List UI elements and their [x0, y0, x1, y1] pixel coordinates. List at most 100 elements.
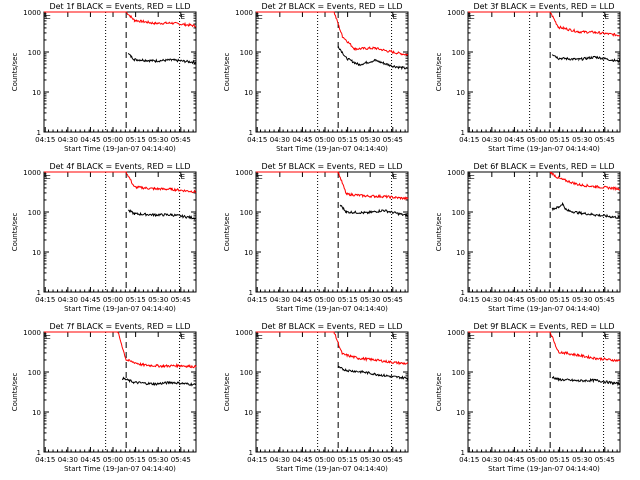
- x-tick-label: 04:15: [247, 456, 267, 464]
- x-tick-label: 05:00: [103, 456, 123, 464]
- plot-frame: [467, 331, 621, 453]
- events-series-line: [128, 209, 197, 221]
- y-tick-label: 10: [456, 409, 465, 417]
- y-tick-label: 1: [461, 129, 465, 137]
- x-tick-label: 04:45: [504, 136, 524, 144]
- x-axis-label: Start Time (19-Jan-07 04:14:40): [488, 305, 600, 313]
- start-flag-icon: ⊏: [257, 173, 263, 181]
- plot-frame: [43, 331, 197, 453]
- x-tick-label: 05:15: [126, 296, 146, 304]
- chart-title: Det 3f BLACK = Events, RED = LLD: [473, 2, 614, 11]
- start-flag-icon: ⊏: [469, 333, 475, 341]
- y-tick-label: 1000: [23, 169, 41, 177]
- y-axis-label: Counts/sec: [11, 53, 19, 92]
- x-tick-label: 04:15: [35, 136, 55, 144]
- lld-series-line: [468, 11, 621, 37]
- y-tick-label: 10: [244, 409, 253, 417]
- chart-title: Det 9f BLACK = Events, RED = LLD: [473, 322, 614, 331]
- events-series-line: [337, 46, 409, 71]
- y-tick-label: 1: [37, 289, 41, 297]
- y-tick-label: 1000: [447, 169, 465, 177]
- plot-frame: [255, 11, 409, 133]
- x-tick-label: 05:15: [550, 456, 570, 464]
- x-tick-label: 04:45: [292, 456, 312, 464]
- x-tick-label: 05:45: [383, 456, 403, 464]
- x-tick-label: 05:15: [126, 136, 146, 144]
- x-tick-label: 04:15: [459, 456, 479, 464]
- panel-det-7: Det 7f BLACK = Events, RED = LLD Counts/s…: [11, 322, 197, 473]
- y-tick-label: 1: [37, 449, 41, 457]
- y-tick-label: 1000: [447, 329, 465, 337]
- plot-frame: [255, 331, 409, 453]
- y-axis-label: Counts/sec: [11, 213, 19, 252]
- x-tick-label: 04:45: [504, 456, 524, 464]
- x-tick-label: 05:15: [126, 456, 146, 464]
- panel-det-4: Det 4f BLACK = Events, RED = LLD Counts/s…: [11, 162, 197, 313]
- x-tick-label: 05:45: [171, 136, 191, 144]
- y-tick-label: 10: [244, 249, 253, 257]
- end-flag-icon: E: [181, 13, 185, 21]
- x-tick-label: 05:00: [527, 136, 547, 144]
- lld-series-line: [256, 11, 409, 57]
- end-flag-icon: E: [181, 333, 185, 341]
- chart-title: Det 5f BLACK = Events, RED = LLD: [261, 162, 402, 171]
- x-tick-label: 05:00: [103, 296, 123, 304]
- lld-series-line: [44, 171, 197, 194]
- x-tick-label: 05:15: [550, 136, 570, 144]
- y-axis-label: Counts/sec: [435, 373, 443, 412]
- start-flag-icon: ⊏: [257, 333, 263, 341]
- x-tick-label: 05:15: [338, 136, 358, 144]
- start-flag-icon: ⊏: [45, 13, 51, 21]
- end-flag-icon: E: [605, 333, 609, 341]
- y-tick-label: 10: [456, 89, 465, 97]
- events-series-line: [339, 204, 409, 218]
- x-tick-label: 04:45: [504, 296, 524, 304]
- y-tick-label: 100: [240, 209, 253, 217]
- x-tick-label: 04:45: [80, 456, 100, 464]
- panel-det-2: Det 2f BLACK = Events, RED = LLD Counts/s…: [223, 2, 409, 153]
- y-tick-label: 10: [244, 89, 253, 97]
- panel-det-5: Det 5f BLACK = Events, RED = LLD Counts/s…: [223, 162, 409, 313]
- lld-series-line: [549, 171, 621, 192]
- x-tick-label: 04:30: [58, 136, 78, 144]
- y-tick-label: 1000: [235, 9, 253, 17]
- lld-series-line: [256, 171, 409, 201]
- x-tick-label: 04:30: [58, 456, 78, 464]
- x-tick-label: 04:30: [270, 136, 290, 144]
- x-axis-label: Start Time (19-Jan-07 04:14:40): [64, 305, 176, 313]
- x-tick-label: 05:30: [148, 136, 168, 144]
- x-tick-label: 04:45: [292, 136, 312, 144]
- x-tick-label: 05:15: [550, 296, 570, 304]
- chart-title: Det 8f BLACK = Events, RED = LLD: [261, 322, 402, 331]
- lld-series-line: [256, 331, 409, 366]
- x-tick-label: 05:00: [527, 456, 547, 464]
- plot-frame: [255, 171, 409, 293]
- x-tick-label: 04:30: [270, 456, 290, 464]
- y-axis-label: Counts/sec: [223, 53, 231, 92]
- start-flag-icon: ⊏: [45, 173, 51, 181]
- x-tick-label: 04:45: [80, 296, 100, 304]
- events-series-line: [127, 52, 197, 65]
- y-tick-label: 1000: [235, 169, 253, 177]
- y-tick-label: 100: [452, 209, 465, 217]
- x-axis-label: Start Time (19-Jan-07 04:14:40): [64, 145, 176, 153]
- y-tick-label: 1: [461, 289, 465, 297]
- y-tick-label: 1: [461, 449, 465, 457]
- y-tick-label: 100: [28, 369, 41, 377]
- x-tick-label: 05:00: [527, 296, 547, 304]
- y-axis-label: Counts/sec: [223, 373, 231, 412]
- y-tick-label: 1: [249, 449, 253, 457]
- x-tick-label: 05:15: [338, 296, 358, 304]
- x-tick-label: 05:30: [148, 296, 168, 304]
- x-axis-label: Start Time (19-Jan-07 04:14:40): [276, 465, 388, 473]
- x-tick-label: 04:45: [80, 136, 100, 144]
- start-flag-icon: ⊏: [469, 13, 475, 21]
- x-tick-label: 05:00: [315, 296, 335, 304]
- plot-frame: [467, 171, 621, 293]
- panel-det-3: Det 3f BLACK = Events, RED = LLD Counts/s…: [435, 2, 621, 153]
- y-tick-label: 1000: [235, 329, 253, 337]
- events-series-line: [121, 376, 197, 387]
- y-tick-label: 100: [28, 49, 41, 57]
- y-tick-label: 10: [32, 249, 41, 257]
- x-tick-label: 05:00: [103, 136, 123, 144]
